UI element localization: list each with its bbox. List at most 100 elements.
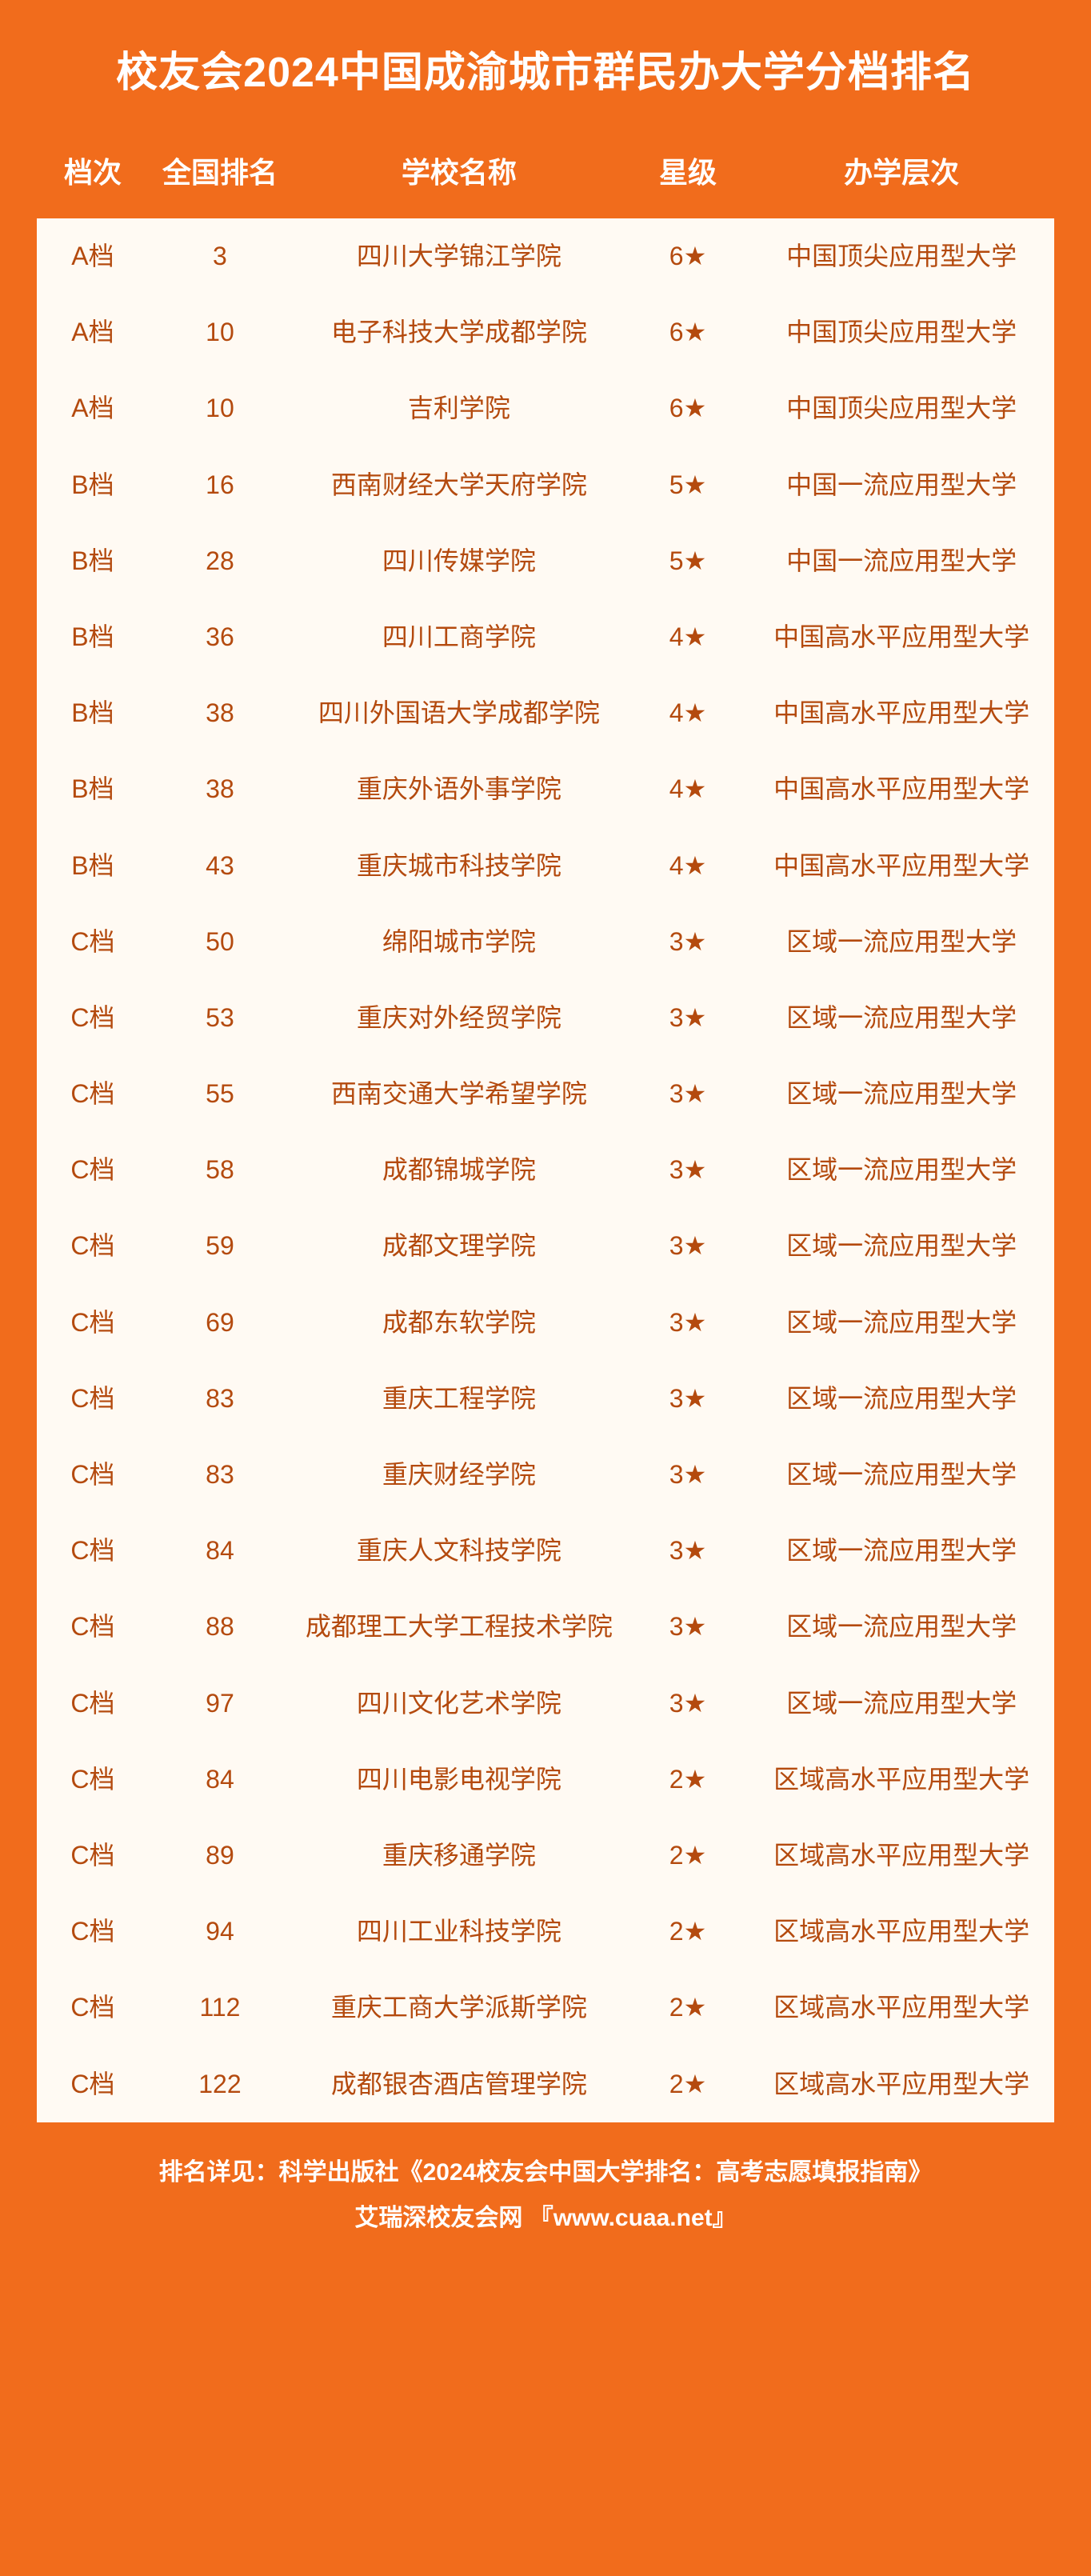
cell-star: 3★	[627, 904, 749, 980]
footer-line-1: 排名详见：科学出版社《2024校友会中国大学排名：高考志愿填报指南》	[37, 2150, 1054, 2195]
cell-star: 5★	[627, 523, 749, 599]
cell-level: 中国顶尖应用型大学	[749, 294, 1054, 370]
cell-rank: 88	[149, 1589, 291, 1665]
table-row: C档89重庆移通学院2★区域高水平应用型大学	[37, 1818, 1054, 1894]
cell-rank: 10	[149, 294, 291, 370]
cell-star: 3★	[627, 1361, 749, 1437]
cell-name: 绵阳城市学院	[291, 904, 627, 980]
cell-tier: C档	[37, 1208, 149, 1284]
cell-tier: C档	[37, 1056, 149, 1132]
col-header-tier: 档次	[37, 132, 149, 218]
cell-level: 区域一流应用型大学	[749, 1589, 1054, 1665]
cell-tier: C档	[37, 1513, 149, 1589]
table-body: A档3四川大学锦江学院6★中国顶尖应用型大学A档10电子科技大学成都学院6★中国…	[37, 218, 1054, 2122]
cell-rank: 122	[149, 2046, 291, 2122]
table-row: A档10吉利学院6★中国顶尖应用型大学	[37, 370, 1054, 446]
ranking-container: 校友会2024中国成渝城市群民办大学分档排名 档次 全国排名 学校名称 星级 办…	[0, 0, 1091, 2273]
cell-level: 中国顶尖应用型大学	[749, 218, 1054, 294]
cell-rank: 53	[149, 980, 291, 1056]
cell-star: 6★	[627, 370, 749, 446]
cell-star: 3★	[627, 1437, 749, 1513]
table-header-row: 档次 全国排名 学校名称 星级 办学层次	[37, 132, 1054, 218]
cell-rank: 84	[149, 1513, 291, 1589]
cell-rank: 36	[149, 599, 291, 675]
cell-tier: B档	[37, 675, 149, 751]
cell-star: 3★	[627, 1208, 749, 1284]
cell-name: 重庆外语外事学院	[291, 751, 627, 827]
cell-rank: 3	[149, 218, 291, 294]
cell-tier: C档	[37, 1132, 149, 1208]
cell-name: 四川工商学院	[291, 599, 627, 675]
cell-tier: C档	[37, 1285, 149, 1361]
col-header-star: 星级	[627, 132, 749, 218]
cell-name: 吉利学院	[291, 370, 627, 446]
cell-tier: B档	[37, 523, 149, 599]
cell-star: 3★	[627, 1666, 749, 1742]
cell-level: 中国一流应用型大学	[749, 447, 1054, 523]
cell-level: 中国高水平应用型大学	[749, 675, 1054, 751]
cell-tier: A档	[37, 294, 149, 370]
cell-level: 中国一流应用型大学	[749, 523, 1054, 599]
cell-rank: 83	[149, 1361, 291, 1437]
cell-level: 中国高水平应用型大学	[749, 828, 1054, 904]
cell-rank: 16	[149, 447, 291, 523]
cell-name: 成都锦城学院	[291, 1132, 627, 1208]
table-row: C档58成都锦城学院3★区域一流应用型大学	[37, 1132, 1054, 1208]
cell-star: 4★	[627, 828, 749, 904]
cell-rank: 94	[149, 1894, 291, 1970]
col-header-name: 学校名称	[291, 132, 627, 218]
cell-star: 3★	[627, 1513, 749, 1589]
cell-name: 重庆工商大学派斯学院	[291, 1970, 627, 2046]
col-header-rank: 全国排名	[149, 132, 291, 218]
cell-tier: C档	[37, 980, 149, 1056]
cell-rank: 97	[149, 1666, 291, 1742]
cell-level: 区域一流应用型大学	[749, 980, 1054, 1056]
table-row: B档28四川传媒学院5★中国一流应用型大学	[37, 523, 1054, 599]
cell-name: 四川大学锦江学院	[291, 218, 627, 294]
cell-star: 4★	[627, 751, 749, 827]
cell-tier: C档	[37, 1742, 149, 1818]
cell-name: 重庆财经学院	[291, 1437, 627, 1513]
cell-name: 西南交通大学希望学院	[291, 1056, 627, 1132]
cell-name: 成都文理学院	[291, 1208, 627, 1284]
cell-rank: 59	[149, 1208, 291, 1284]
cell-star: 3★	[627, 980, 749, 1056]
cell-star: 4★	[627, 599, 749, 675]
table-row: C档50绵阳城市学院3★区域一流应用型大学	[37, 904, 1054, 980]
cell-rank: 38	[149, 751, 291, 827]
table-row: B档36四川工商学院4★中国高水平应用型大学	[37, 599, 1054, 675]
cell-star: 3★	[627, 1285, 749, 1361]
cell-name: 电子科技大学成都学院	[291, 294, 627, 370]
table-row: B档38重庆外语外事学院4★中国高水平应用型大学	[37, 751, 1054, 827]
cell-level: 区域高水平应用型大学	[749, 2046, 1054, 2122]
col-header-level: 办学层次	[749, 132, 1054, 218]
cell-tier: A档	[37, 218, 149, 294]
cell-level: 区域高水平应用型大学	[749, 1970, 1054, 2046]
cell-name: 四川工业科技学院	[291, 1894, 627, 1970]
cell-tier: C档	[37, 1894, 149, 1970]
table-row: C档83重庆工程学院3★区域一流应用型大学	[37, 1361, 1054, 1437]
cell-star: 6★	[627, 218, 749, 294]
cell-rank: 84	[149, 1742, 291, 1818]
table-row: B档38四川外国语大学成都学院4★中国高水平应用型大学	[37, 675, 1054, 751]
cell-rank: 50	[149, 904, 291, 980]
cell-level: 区域一流应用型大学	[749, 1666, 1054, 1742]
table-row: A档10电子科技大学成都学院6★中国顶尖应用型大学	[37, 294, 1054, 370]
cell-name: 西南财经大学天府学院	[291, 447, 627, 523]
cell-level: 中国顶尖应用型大学	[749, 370, 1054, 446]
cell-star: 3★	[627, 1132, 749, 1208]
cell-name: 重庆城市科技学院	[291, 828, 627, 904]
cell-level: 区域一流应用型大学	[749, 1056, 1054, 1132]
cell-rank: 89	[149, 1818, 291, 1894]
table-row: C档122成都银杏酒店管理学院2★区域高水平应用型大学	[37, 2046, 1054, 2122]
table-row: B档16西南财经大学天府学院5★中国一流应用型大学	[37, 447, 1054, 523]
cell-tier: B档	[37, 828, 149, 904]
cell-name: 四川传媒学院	[291, 523, 627, 599]
cell-star: 3★	[627, 1056, 749, 1132]
cell-star: 5★	[627, 447, 749, 523]
cell-star: 2★	[627, 1970, 749, 2046]
table-row: B档43重庆城市科技学院4★中国高水平应用型大学	[37, 828, 1054, 904]
cell-tier: A档	[37, 370, 149, 446]
cell-tier: C档	[37, 904, 149, 980]
table-row: C档94四川工业科技学院2★区域高水平应用型大学	[37, 1894, 1054, 1970]
